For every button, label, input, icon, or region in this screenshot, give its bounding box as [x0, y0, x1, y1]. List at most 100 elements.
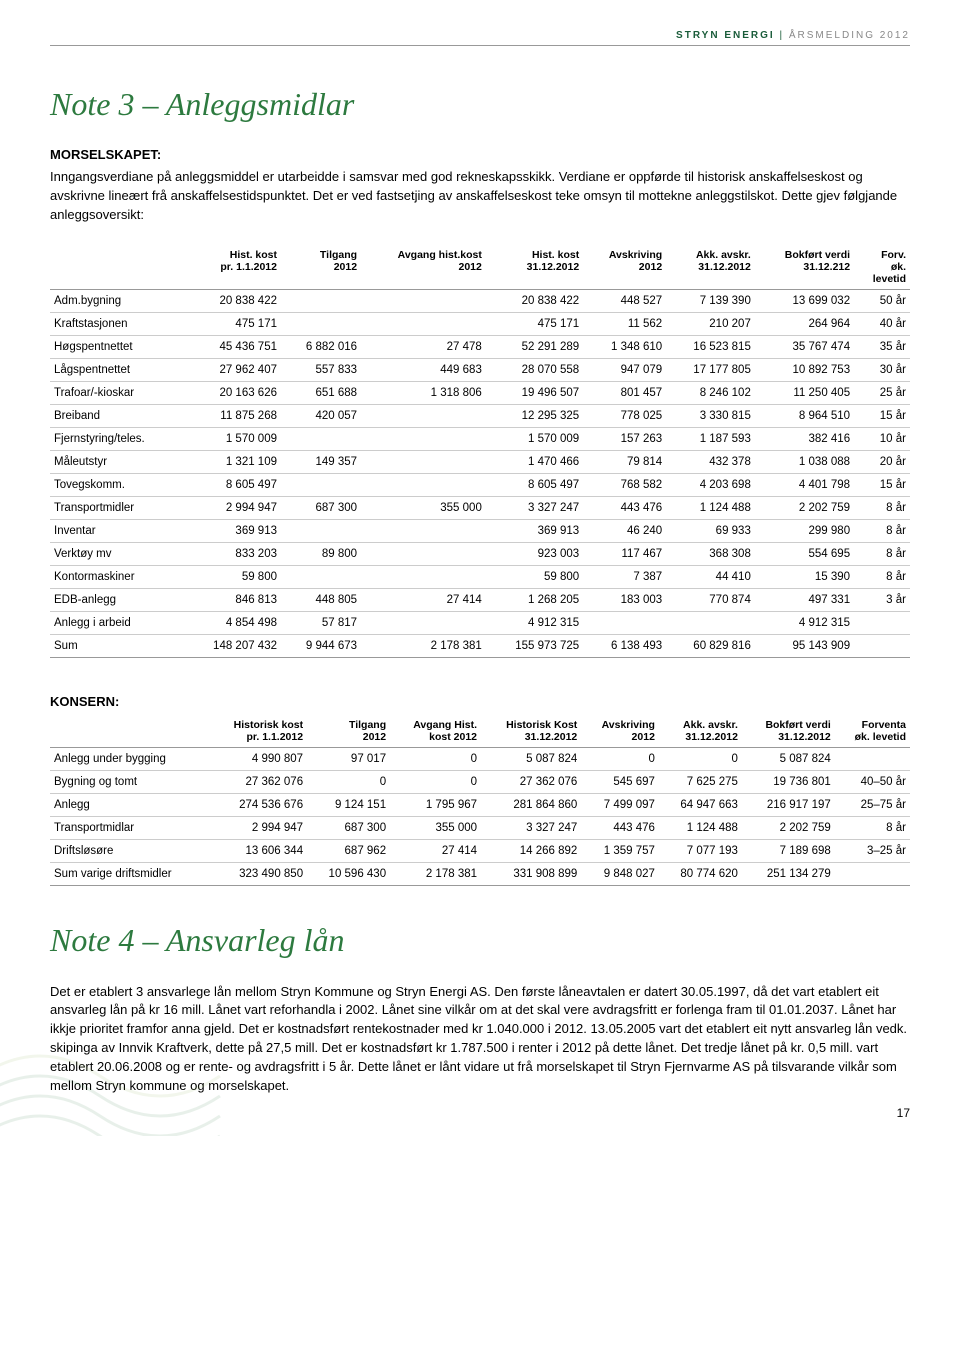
- table-cell: 0: [659, 747, 742, 770]
- table-cell: Sum varige driftsmidler: [50, 862, 209, 885]
- table-cell: 19 496 507: [486, 381, 583, 404]
- table-row: Anlegg i arbeid4 854 49857 8174 912 3154…: [50, 611, 910, 634]
- table-cell: 183 003: [583, 588, 666, 611]
- note3-title: Note 3 – Anleggsmidlar: [50, 86, 910, 123]
- table-cell: 157 263: [583, 427, 666, 450]
- table-cell: 19 736 801: [742, 770, 835, 793]
- table-cell: 40–50 år: [835, 770, 910, 793]
- table-cell: 8 år: [854, 519, 910, 542]
- table-cell: [361, 450, 486, 473]
- table-cell: 833 203: [184, 542, 281, 565]
- column-header: Avskriving2012: [581, 715, 659, 748]
- table-cell: 687 962: [307, 839, 390, 862]
- table-cell: 7 625 275: [659, 770, 742, 793]
- table-cell: 117 467: [583, 542, 666, 565]
- table-cell: 40 år: [854, 312, 910, 335]
- table-cell: [281, 312, 361, 335]
- table-cell: 79 814: [583, 450, 666, 473]
- table-cell: 2 202 759: [755, 496, 854, 519]
- table-cell: 1 795 967: [390, 793, 481, 816]
- table-cell: 30 år: [854, 358, 910, 381]
- table-cell: Måleutstyr: [50, 450, 184, 473]
- table-cell: 557 833: [281, 358, 361, 381]
- table-cell: 651 688: [281, 381, 361, 404]
- table-cell: 443 476: [581, 816, 659, 839]
- table-cell: 20 163 626: [184, 381, 281, 404]
- table-cell: 7 077 193: [659, 839, 742, 862]
- table-cell: 64 947 663: [659, 793, 742, 816]
- table-cell: 0: [390, 747, 481, 770]
- table-row: Adm.bygning20 838 42220 838 422448 5277 …: [50, 289, 910, 312]
- table-cell: 3 327 247: [486, 496, 583, 519]
- table-cell: 4 912 315: [486, 611, 583, 634]
- table-cell: 57 817: [281, 611, 361, 634]
- table-cell: 10 596 430: [307, 862, 390, 885]
- table-cell: 475 171: [486, 312, 583, 335]
- table-cell: [835, 862, 910, 885]
- column-header: Bokført verdi31.12.212: [755, 245, 854, 290]
- table-cell: Sum: [50, 634, 184, 657]
- table-cell: Inventar: [50, 519, 184, 542]
- table-cell: 4 401 798: [755, 473, 854, 496]
- table-cell: [361, 473, 486, 496]
- table-row: Sum148 207 4329 944 6732 178 381155 973 …: [50, 634, 910, 657]
- table-cell: 8 964 510: [755, 404, 854, 427]
- table-cell: Kraftstasjonen: [50, 312, 184, 335]
- table-cell: 448 527: [583, 289, 666, 312]
- anleggsmidlar-table-konsern: Historisk kostpr. 1.1.2012Tilgang2012Avg…: [50, 715, 910, 886]
- column-header: Hist. kost31.12.2012: [486, 245, 583, 290]
- table-cell: 947 079: [583, 358, 666, 381]
- table-cell: 6 882 016: [281, 335, 361, 358]
- table-cell: 0: [390, 770, 481, 793]
- table-cell: 923 003: [486, 542, 583, 565]
- column-header: [50, 245, 184, 290]
- column-header: Tilgang2012: [281, 245, 361, 290]
- column-header: Akk. avskr.31.12.2012: [659, 715, 742, 748]
- table-cell: 281 864 860: [481, 793, 581, 816]
- table-cell: 15 år: [854, 473, 910, 496]
- table-cell: 5 087 824: [481, 747, 581, 770]
- table-cell: 1 359 757: [581, 839, 659, 862]
- table-cell: Lågspentnettet: [50, 358, 184, 381]
- table-cell: 768 582: [583, 473, 666, 496]
- table-cell: 210 207: [666, 312, 755, 335]
- table-cell: 13 699 032: [755, 289, 854, 312]
- table-cell: 148 207 432: [184, 634, 281, 657]
- table-cell: 1 570 009: [486, 427, 583, 450]
- table-cell: 5 087 824: [742, 747, 835, 770]
- table-row: Sum varige driftsmidler323 490 85010 596…: [50, 862, 910, 885]
- table-cell: 14 266 892: [481, 839, 581, 862]
- table-cell: 52 291 289: [486, 335, 583, 358]
- table-cell: [361, 542, 486, 565]
- table-cell: Anlegg i arbeid: [50, 611, 184, 634]
- table-cell: 8 år: [854, 542, 910, 565]
- table-cell: EDB-anlegg: [50, 588, 184, 611]
- table-cell: 2 994 947: [209, 816, 307, 839]
- table-cell: 27 414: [361, 588, 486, 611]
- table-cell: 45 436 751: [184, 335, 281, 358]
- table-cell: 475 171: [184, 312, 281, 335]
- table-cell: [281, 565, 361, 588]
- table-cell: 448 805: [281, 588, 361, 611]
- table-cell: 4 990 807: [209, 747, 307, 770]
- table-row: Måleutstyr1 321 109149 3571 470 46679 81…: [50, 450, 910, 473]
- table-cell: 9 944 673: [281, 634, 361, 657]
- table-cell: 15 390: [755, 565, 854, 588]
- table-cell: 20 838 422: [486, 289, 583, 312]
- table-cell: 8 år: [854, 496, 910, 519]
- table-cell: 9 848 027: [581, 862, 659, 885]
- column-header: Avgang hist.kost2012: [361, 245, 486, 290]
- table-cell: 9 124 151: [307, 793, 390, 816]
- table-cell: [361, 312, 486, 335]
- table-cell: 1 124 488: [659, 816, 742, 839]
- table-cell: 497 331: [755, 588, 854, 611]
- table-cell: Verktøy mv: [50, 542, 184, 565]
- page-header: STRYN ENERGI | ÅRSMELDING 2012: [50, 30, 910, 46]
- table-cell: 149 357: [281, 450, 361, 473]
- table-cell: 7 139 390: [666, 289, 755, 312]
- table-cell: Anlegg under bygging: [50, 747, 209, 770]
- table-cell: 264 964: [755, 312, 854, 335]
- table-cell: 10 år: [854, 427, 910, 450]
- table-cell: 770 874: [666, 588, 755, 611]
- table-cell: 846 813: [184, 588, 281, 611]
